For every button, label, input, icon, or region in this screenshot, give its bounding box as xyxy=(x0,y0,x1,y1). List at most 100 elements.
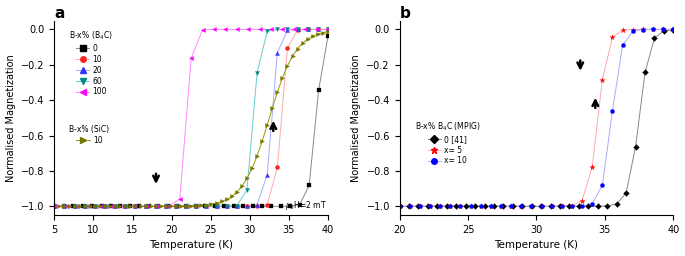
Y-axis label: Normalised Magnetization: Normalised Magnetization xyxy=(351,54,361,182)
Point xyxy=(475,204,486,208)
Text: b: b xyxy=(399,6,410,20)
Point xyxy=(105,204,116,208)
Point xyxy=(49,204,60,208)
Point xyxy=(99,204,110,208)
Point xyxy=(191,204,202,208)
Point xyxy=(242,188,253,192)
Point xyxy=(546,204,557,208)
Point xyxy=(174,197,185,201)
Point xyxy=(630,145,641,149)
Point xyxy=(59,204,70,208)
Point xyxy=(220,27,231,31)
Point xyxy=(649,36,660,40)
Point xyxy=(232,204,242,208)
Point xyxy=(242,27,253,31)
Point xyxy=(99,204,110,208)
Point xyxy=(99,204,110,208)
Point xyxy=(216,199,227,204)
Point xyxy=(236,184,247,188)
Point xyxy=(311,27,322,31)
Point xyxy=(486,204,497,208)
Point xyxy=(60,204,71,208)
Point xyxy=(238,204,249,208)
Point xyxy=(145,204,156,208)
Point xyxy=(162,204,173,208)
Point xyxy=(251,203,262,207)
Point xyxy=(171,204,182,208)
Point xyxy=(140,204,151,208)
Point xyxy=(526,204,537,208)
Point xyxy=(219,204,229,208)
Point xyxy=(647,27,658,31)
Point xyxy=(536,204,547,208)
Point xyxy=(441,204,452,208)
Point xyxy=(181,204,192,208)
Point xyxy=(285,204,296,208)
Point xyxy=(597,183,608,187)
Point xyxy=(455,204,466,208)
Point xyxy=(79,204,90,208)
Point xyxy=(414,204,425,208)
Point xyxy=(627,29,638,33)
Point xyxy=(150,204,161,208)
Point xyxy=(607,35,618,39)
Point xyxy=(435,204,446,208)
Point xyxy=(601,204,612,208)
Point xyxy=(90,204,101,208)
Point xyxy=(262,203,273,207)
Point xyxy=(49,204,60,208)
Point xyxy=(221,204,232,208)
Point xyxy=(232,204,242,208)
Point xyxy=(479,204,490,208)
Point xyxy=(272,27,283,31)
Point xyxy=(302,27,313,31)
Point xyxy=(130,204,141,208)
Point xyxy=(486,204,497,208)
Point xyxy=(292,28,303,32)
Point xyxy=(211,201,222,205)
Point xyxy=(277,27,288,31)
Point xyxy=(282,64,293,68)
Point xyxy=(564,204,575,208)
Point xyxy=(110,204,121,208)
Point xyxy=(312,27,323,31)
Point xyxy=(59,204,70,208)
Point xyxy=(577,204,588,208)
Point xyxy=(262,29,273,33)
Point xyxy=(196,203,207,207)
Point xyxy=(262,173,273,177)
Point xyxy=(254,27,265,31)
Point xyxy=(256,204,267,208)
Point xyxy=(251,71,262,75)
Point xyxy=(251,204,262,208)
Point xyxy=(140,204,151,208)
Point xyxy=(583,204,594,208)
Point xyxy=(129,204,140,208)
Point xyxy=(297,41,308,45)
Point xyxy=(545,204,556,208)
Point xyxy=(153,204,164,208)
Point xyxy=(163,204,174,208)
Point xyxy=(506,204,516,208)
Point xyxy=(160,204,171,208)
Y-axis label: Normalised Magnetization: Normalised Magnetization xyxy=(5,54,16,182)
Point xyxy=(465,204,476,208)
Point xyxy=(282,28,293,32)
Point xyxy=(69,204,80,208)
Point xyxy=(171,204,182,208)
Point xyxy=(120,204,131,208)
Point xyxy=(465,204,476,208)
Point xyxy=(181,204,192,208)
Point xyxy=(181,204,192,208)
Point xyxy=(403,204,414,208)
Point xyxy=(171,204,182,208)
Point xyxy=(423,204,434,208)
Point xyxy=(323,29,334,34)
Point xyxy=(110,204,121,208)
Point xyxy=(257,139,268,143)
Point xyxy=(226,194,237,198)
Point xyxy=(432,204,443,208)
Point xyxy=(317,30,328,35)
Point xyxy=(451,204,462,208)
Point xyxy=(302,27,313,31)
